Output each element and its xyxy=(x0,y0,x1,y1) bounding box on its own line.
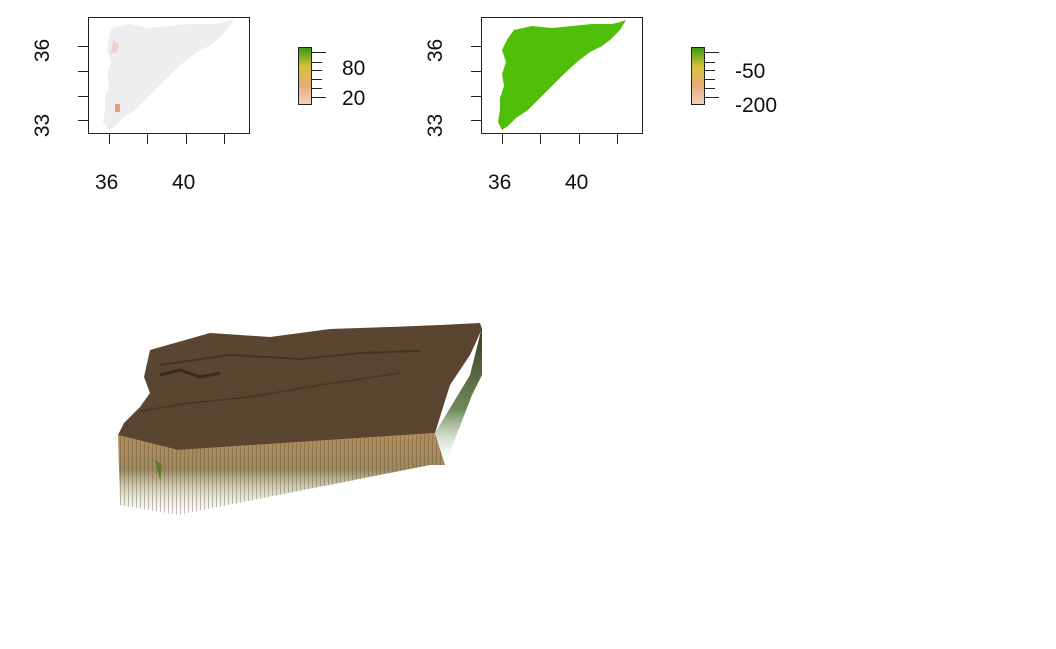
left-legend-colorbar xyxy=(298,47,312,105)
left-raster-tint-1 xyxy=(111,40,119,54)
right-legend-tick-4 xyxy=(705,79,715,80)
left-legend-tick-6 xyxy=(312,97,326,98)
left-y-label-2: 33 xyxy=(31,113,55,138)
perspective-elevation-plot xyxy=(118,323,482,515)
perspective-front-wall-texture xyxy=(118,433,445,515)
left-legend-label-high: 80 xyxy=(342,57,366,80)
right-x-tick-2 xyxy=(540,134,541,144)
right-x-tick-3 xyxy=(579,134,580,144)
right-y-tick-4 xyxy=(471,120,481,121)
left-x-tick-3 xyxy=(186,134,187,144)
left-x-tick-2 xyxy=(147,134,148,144)
left-y-tick-4 xyxy=(78,120,88,121)
right-legend-tick-6 xyxy=(705,97,719,98)
right-y-tick-3 xyxy=(471,96,481,97)
left-legend-tick-1 xyxy=(312,52,326,53)
left-y-tick-2 xyxy=(78,71,88,72)
left-legend-tick-5 xyxy=(312,88,322,89)
right-legend-label-high: -50 xyxy=(735,60,766,83)
right-legend-tick-1 xyxy=(705,52,719,53)
perspective-ridge-2 xyxy=(139,372,401,412)
right-y-tick-1 xyxy=(471,46,481,47)
left-x-tick-1 xyxy=(109,134,110,144)
left-x-label-1: 36 xyxy=(95,171,119,194)
right-x-tick-1 xyxy=(502,134,503,144)
left-x-tick-4 xyxy=(224,134,225,144)
left-legend-label-low: 20 xyxy=(342,87,366,110)
right-x-tick-4 xyxy=(617,134,618,144)
right-legend-colorbar xyxy=(691,47,705,105)
right-y-label-1: 36 xyxy=(424,38,448,63)
right-y-tick-2 xyxy=(471,71,481,72)
left-raster-hotspot xyxy=(115,104,120,112)
right-legend-tick-2 xyxy=(705,62,715,63)
left-legend-tick-4 xyxy=(312,79,322,80)
right-x-label-1: 36 xyxy=(488,171,512,194)
left-map-frame xyxy=(88,17,250,134)
left-legend-tick-2 xyxy=(312,62,322,63)
right-y-label-2: 33 xyxy=(424,113,448,138)
left-y-tick-1 xyxy=(78,46,88,47)
perspective-right-wall xyxy=(435,327,482,465)
left-syria-raster xyxy=(103,20,234,130)
right-legend-label-low: -200 xyxy=(735,94,778,117)
perspective-top-surface xyxy=(118,323,482,450)
perspective-front-detail xyxy=(155,460,162,480)
left-y-tick-3 xyxy=(78,96,88,97)
left-x-label-2: 40 xyxy=(172,171,196,194)
right-x-label-2: 40 xyxy=(565,171,589,194)
right-legend-tick-5 xyxy=(705,88,715,89)
perspective-mountains xyxy=(159,368,221,379)
right-map-frame xyxy=(481,17,643,134)
perspective-ridge-1 xyxy=(159,350,421,366)
right-syria-raster xyxy=(498,20,626,130)
right-legend-tick-3 xyxy=(705,70,715,71)
left-legend-tick-3 xyxy=(312,70,322,71)
left-y-label-1: 36 xyxy=(31,38,55,63)
